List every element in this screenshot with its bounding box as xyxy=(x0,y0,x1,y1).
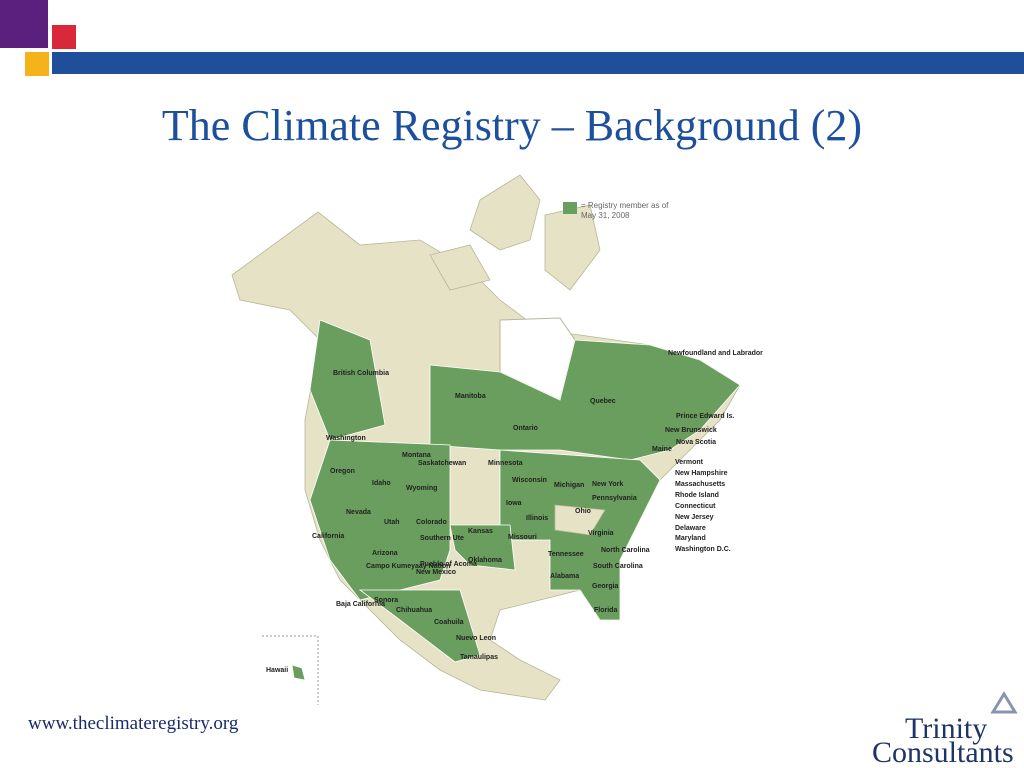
map-label: Saskatchewan xyxy=(418,460,466,467)
map-label: Minnesota xyxy=(488,460,523,467)
map xyxy=(231,174,741,705)
map-label: Wisconsin xyxy=(512,477,547,484)
map-label: Nuevo Leon xyxy=(456,635,496,642)
map-label: Michigan xyxy=(554,482,584,489)
legend-text: May 31, 2008 xyxy=(581,211,630,220)
member-region xyxy=(429,339,741,461)
map-label: Sonora xyxy=(374,597,398,604)
map-label: Newfoundland and Labrador xyxy=(668,350,763,357)
footer-url: www.theclimateregistry.org xyxy=(28,713,239,734)
map-label: Colorado xyxy=(416,519,447,526)
map-label: Prince Edward Is. xyxy=(676,413,734,420)
member-region xyxy=(291,664,306,681)
map-label: Connecticut xyxy=(675,503,716,510)
land xyxy=(554,504,606,536)
slide-title: The Climate Registry – Background (2) xyxy=(162,101,862,150)
map-label: Vermont xyxy=(675,459,704,466)
map-label: Ontario xyxy=(513,425,538,432)
header-bar xyxy=(52,52,1024,74)
map-label: Baja California xyxy=(336,601,385,608)
map-label: Hawaii xyxy=(266,667,288,674)
logo-mark xyxy=(990,691,1018,714)
map-label: Nevada xyxy=(346,509,371,516)
map-label: Utah xyxy=(384,519,400,526)
map-label: Florida xyxy=(594,607,617,614)
map-label: Delaware xyxy=(675,525,706,532)
map-label: North Carolina xyxy=(601,547,650,554)
map-label: Maryland xyxy=(675,535,706,542)
map-label: Montana xyxy=(402,452,431,459)
land xyxy=(544,204,601,291)
map-label: Oklahoma xyxy=(468,557,502,564)
map-label: Wyoming xyxy=(406,485,437,492)
map-label: Iowa xyxy=(506,500,522,507)
map-label: Alabama xyxy=(550,573,579,580)
map-label: California xyxy=(312,533,344,540)
map-label: Pueblo of Acoma xyxy=(420,561,477,568)
legend-swatch xyxy=(563,202,577,214)
member-region xyxy=(499,449,661,621)
member-region xyxy=(449,524,516,571)
map-label: Oregon xyxy=(330,468,355,475)
map-label: Kansas xyxy=(468,528,493,535)
member-region xyxy=(309,319,386,441)
map-label: New Hampshire xyxy=(675,470,728,477)
logo-text: Trinity xyxy=(905,712,987,745)
map-label: Manitoba xyxy=(455,393,486,400)
decor-square xyxy=(25,52,49,76)
map-label: New Brunswick xyxy=(665,427,717,434)
land xyxy=(469,174,541,251)
decor-square xyxy=(52,25,76,49)
map-label: Southern Ute xyxy=(420,535,464,542)
map-label: Nova Scotia xyxy=(676,439,716,446)
member-region xyxy=(358,589,481,663)
map-label: New Mexico xyxy=(416,569,456,576)
map-label: Ohio xyxy=(575,508,591,515)
map-label: Campo Kumeyaay Nation xyxy=(366,563,450,570)
map-label: British Columbia xyxy=(333,370,389,377)
map-label: New York xyxy=(592,481,623,488)
land xyxy=(231,211,741,701)
map-label: Tennessee xyxy=(548,551,584,558)
map-label: Pennsylvania xyxy=(592,495,637,502)
map-label: Quebec xyxy=(590,398,616,405)
map-label: Tamaulipas xyxy=(460,654,498,661)
map-label: Washington xyxy=(326,435,366,442)
map-label: Maine xyxy=(652,446,672,453)
map-label: New Jersey xyxy=(675,514,714,521)
map-label: Idaho xyxy=(372,480,391,487)
map-label: Arizona xyxy=(372,550,398,557)
decor-square xyxy=(0,0,48,48)
map-label: Virginia xyxy=(588,530,614,537)
logo-text: Consultants xyxy=(872,736,1014,768)
map-label: Chihuahua xyxy=(396,607,432,614)
map-label: Illinois xyxy=(526,515,548,522)
map-label: Washington D.C. xyxy=(675,546,731,553)
map-label: South Carolina xyxy=(593,563,643,570)
map-label: Rhode Island xyxy=(675,492,719,499)
land xyxy=(429,244,491,291)
map-label: Coahuila xyxy=(434,619,464,626)
map-label: Georgia xyxy=(592,583,619,590)
map-label: Missouri xyxy=(508,534,537,541)
legend-text: = Registry member as of xyxy=(581,201,669,210)
map-label: Massachusetts xyxy=(675,481,725,488)
